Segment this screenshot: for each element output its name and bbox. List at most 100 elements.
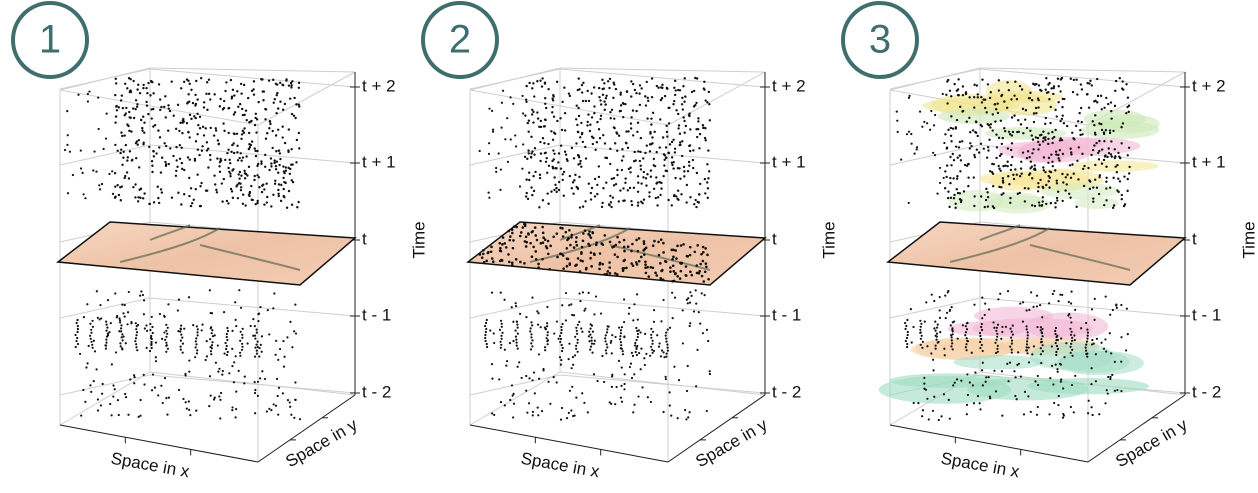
point	[585, 267, 588, 270]
point	[153, 155, 155, 157]
point	[167, 129, 169, 131]
point	[958, 146, 960, 148]
point	[266, 132, 268, 134]
point	[230, 151, 232, 153]
point	[956, 175, 958, 177]
point	[923, 383, 925, 385]
point	[587, 243, 590, 246]
point	[279, 152, 281, 154]
point	[542, 232, 545, 235]
point	[966, 328, 968, 330]
point	[128, 111, 130, 113]
point	[262, 99, 264, 101]
point	[1096, 187, 1098, 189]
point	[568, 304, 570, 306]
point	[1024, 187, 1026, 189]
point	[979, 341, 981, 343]
tissue-plane	[468, 222, 765, 285]
point	[1092, 186, 1094, 188]
point	[133, 376, 135, 378]
point	[688, 161, 690, 163]
panel-number: 1	[39, 18, 61, 62]
point	[965, 343, 967, 345]
point	[516, 321, 518, 323]
point	[992, 113, 994, 115]
point	[577, 163, 579, 165]
point	[293, 115, 295, 117]
point	[564, 129, 566, 131]
point	[1096, 78, 1098, 80]
point	[530, 348, 532, 350]
point	[1105, 97, 1107, 99]
point	[1112, 207, 1114, 209]
point	[288, 190, 290, 192]
point	[945, 317, 947, 319]
point	[635, 346, 637, 348]
point	[605, 352, 607, 354]
point	[240, 331, 242, 333]
point	[560, 338, 562, 340]
point	[1071, 340, 1073, 342]
point	[515, 336, 517, 338]
point	[227, 351, 229, 353]
point	[508, 261, 511, 264]
point	[537, 406, 539, 408]
point	[284, 142, 286, 144]
point	[1017, 351, 1019, 353]
point	[528, 131, 530, 133]
point	[539, 160, 541, 162]
point	[141, 129, 143, 131]
point	[105, 321, 107, 323]
point	[613, 83, 615, 85]
point	[908, 202, 910, 204]
point	[1035, 107, 1037, 109]
point	[609, 163, 611, 165]
box-edge	[470, 372, 560, 425]
point	[515, 145, 517, 147]
point	[1085, 344, 1087, 346]
point	[177, 192, 179, 194]
point	[1101, 148, 1103, 150]
point	[547, 331, 549, 333]
point	[275, 165, 277, 167]
point	[239, 340, 241, 342]
point	[560, 364, 562, 366]
point	[533, 153, 535, 155]
point	[1085, 347, 1087, 349]
point	[160, 106, 162, 108]
point	[549, 245, 552, 248]
point	[576, 244, 579, 247]
point	[1121, 198, 1123, 200]
point	[583, 402, 585, 404]
point	[671, 258, 674, 261]
point	[500, 127, 502, 129]
point	[132, 186, 134, 188]
point	[622, 155, 624, 157]
point	[633, 373, 635, 375]
point	[609, 148, 611, 150]
point	[1123, 205, 1125, 207]
point	[1038, 84, 1040, 86]
point	[1048, 170, 1050, 172]
point	[1022, 151, 1024, 153]
point	[695, 289, 697, 291]
point	[581, 246, 584, 249]
point	[1006, 161, 1008, 163]
point	[679, 262, 682, 265]
point	[699, 323, 701, 325]
point	[687, 302, 689, 304]
point	[634, 151, 636, 153]
point	[235, 416, 237, 418]
point	[620, 332, 622, 334]
point	[195, 340, 197, 342]
point	[1127, 154, 1129, 156]
point	[233, 132, 235, 134]
point	[623, 246, 626, 249]
point	[134, 196, 136, 198]
point	[969, 131, 971, 133]
point	[214, 183, 216, 185]
point	[225, 348, 227, 350]
point	[1001, 370, 1003, 372]
point	[704, 127, 706, 129]
point	[289, 97, 291, 99]
